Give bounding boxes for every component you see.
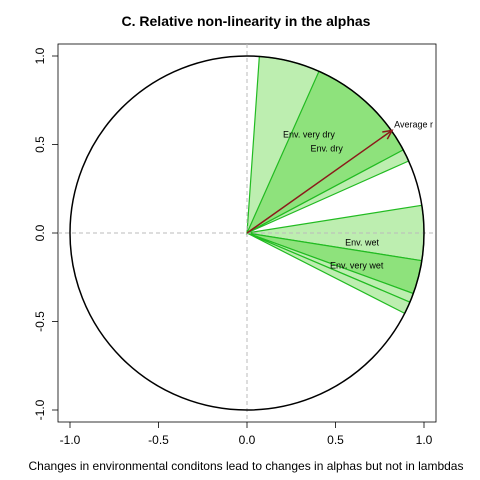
x-axis: -1.0 -0.5 0.0 0.5 1.0: [60, 422, 433, 447]
chart-title: C. Relative non-linearity in the alphas: [122, 13, 371, 29]
y-tick-label-1: -0.5: [33, 311, 47, 332]
x-tick-label-2: 0.0: [239, 433, 256, 447]
y-tick-label-3: 0.5: [33, 136, 47, 153]
y-tick-label-2: 0.0: [33, 224, 47, 241]
average-r-arrowhead: [382, 129, 394, 140]
x-axis-label: Changes in environmental conditons lead …: [29, 459, 464, 473]
y-axis: -1.0 -0.5 0.0 0.5 1.0: [33, 47, 58, 420]
annotation-3: Env. very wet: [330, 260, 384, 270]
y-tick-label-4: 1.0: [33, 47, 47, 64]
wedge-layer: [245, 55, 425, 315]
average-r-arrow: [246, 129, 393, 234]
x-tick-label-1: -0.5: [148, 433, 169, 447]
arrow-layer: Average r: [246, 119, 433, 234]
annotation-1: Env. dry: [310, 144, 343, 154]
x-tick-label-4: 1.0: [416, 433, 433, 447]
x-tick-label-0: -1.0: [60, 433, 81, 447]
x-tick-label-3: 0.5: [327, 433, 344, 447]
unit-circle: [69, 55, 425, 411]
y-tick-label-0: -1.0: [33, 399, 47, 420]
annotation-0: Env. very dry: [283, 129, 335, 139]
annotation-layer: Env. very dry Env. dry Env. wet Env. very w…: [283, 129, 384, 270]
average-r-label: Average r: [394, 119, 433, 129]
annotation-2: Env. wet: [345, 237, 379, 247]
